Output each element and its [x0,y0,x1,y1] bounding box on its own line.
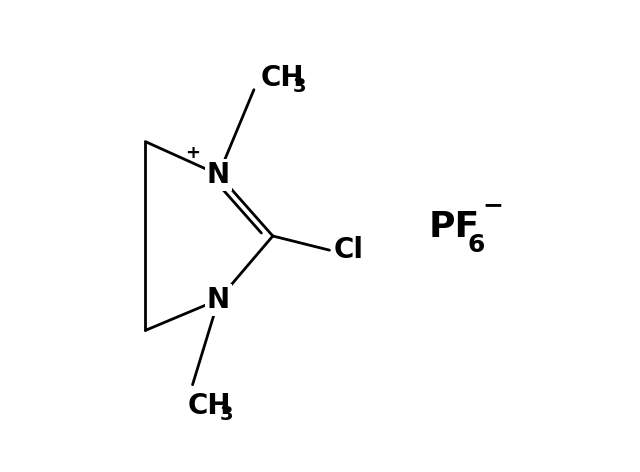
Text: +: + [185,144,200,162]
Text: 6: 6 [467,234,484,257]
Text: N: N [207,160,230,189]
Text: 3: 3 [220,405,234,424]
Text: Cl: Cl [333,236,364,264]
Text: CH: CH [188,392,231,420]
Text: −: − [483,194,504,217]
Text: N: N [207,286,230,314]
Text: PF: PF [429,210,480,244]
Text: 3: 3 [293,77,307,96]
Text: CH: CH [261,64,305,92]
